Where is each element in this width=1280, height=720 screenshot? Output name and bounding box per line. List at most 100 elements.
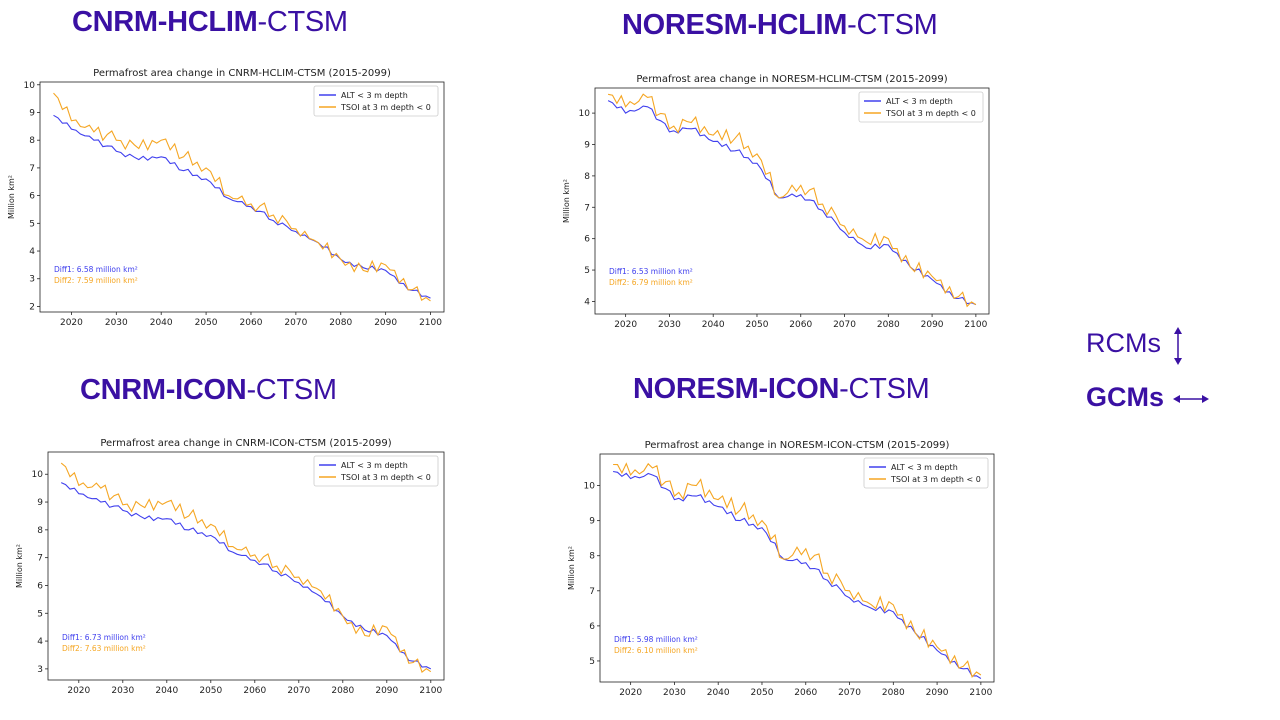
y-tick-label: 4	[584, 297, 590, 307]
diff-annotation: Diff2: 6.10 million km²	[614, 646, 698, 655]
plot-frame	[47, 451, 445, 681]
y-tick-label: 6	[29, 192, 35, 202]
x-tick-label: 2040	[707, 688, 730, 698]
y-tick-label: 6	[584, 235, 590, 245]
x-tick-label: 2090	[921, 320, 944, 330]
y-tick-label: 9	[584, 141, 590, 151]
x-tick-label: 2080	[882, 688, 905, 698]
diff-annotation: Diff2: 7.59 million km²	[54, 276, 138, 285]
x-tick-label: 2080	[329, 318, 352, 328]
chart-cnrm-hclim: Permafrost area change in CNRM-HCLIM-CTS…	[7, 68, 445, 328]
y-axis-label: Million km²	[567, 546, 576, 590]
y-tick-label: 8	[589, 552, 595, 562]
legend-entry: ALT < 3 m depth	[341, 461, 408, 470]
series-line-alt	[613, 470, 982, 679]
y-tick-label: 7	[589, 587, 595, 597]
y-axis-label: Million km²	[562, 179, 571, 223]
plot-frame	[594, 87, 990, 315]
y-tick-label: 9	[29, 108, 35, 118]
y-tick-label: 10	[32, 470, 44, 480]
x-tick-label: 2070	[284, 318, 307, 328]
x-tick-label: 2100	[969, 688, 992, 698]
y-tick-label: 2	[29, 302, 35, 312]
y-tick-label: 5	[37, 609, 43, 619]
x-tick-label: 2040	[155, 686, 178, 696]
x-tick-label: 2050	[751, 688, 774, 698]
y-tick-label: 8	[37, 526, 43, 536]
series-line-alt	[53, 114, 431, 299]
x-tick-label: 2030	[111, 686, 134, 696]
series-line-tsoi	[53, 92, 431, 302]
legend-box	[313, 455, 439, 487]
x-tick-label: 2100	[419, 686, 442, 696]
x-tick-label: 2030	[663, 688, 686, 698]
heading-bold: CNRM-HCLIM	[72, 6, 258, 38]
gcms-label-group: GCMs	[1086, 382, 1209, 413]
chart-title: Permafrost area change in CNRM-HCLIM-CTS…	[93, 68, 391, 79]
y-tick-label: 8	[29, 136, 35, 146]
x-tick-label: 2040	[702, 320, 725, 330]
y-axis-label: Million km²	[15, 544, 24, 588]
x-tick-label: 2050	[746, 320, 769, 330]
x-tick-label: 2100	[964, 320, 987, 330]
x-tick-label: 2020	[619, 688, 642, 698]
legend-entry: TSOI at 3 m depth < 0	[890, 475, 981, 484]
diff-annotation: Diff1: 6.73 million km²	[62, 633, 146, 642]
y-tick-label: 3	[29, 275, 35, 285]
heading-noresm-icon: NORESM-ICON-CTSM	[633, 373, 930, 406]
plot-frame	[39, 81, 445, 313]
horizontal-double-arrow-icon	[1173, 395, 1209, 403]
diff-annotation: Diff2: 6.79 million km²	[609, 278, 693, 287]
y-tick-label: 9	[589, 517, 595, 527]
x-tick-label: 2030	[105, 318, 128, 328]
legend-box	[858, 91, 984, 123]
x-tick-label: 2030	[658, 320, 681, 330]
chart-title: Permafrost area change in CNRM-ICON-CTSM…	[100, 438, 391, 449]
series-line-tsoi	[60, 462, 432, 674]
x-tick-label: 2090	[374, 318, 397, 328]
legend-box	[313, 85, 439, 117]
x-tick-label: 2080	[331, 686, 354, 696]
x-tick-label: 2060	[789, 320, 812, 330]
x-tick-label: 2070	[287, 686, 310, 696]
heading-bold: NORESM-ICON	[633, 373, 840, 405]
y-tick-label: 4	[29, 247, 35, 257]
y-tick-label: 7	[29, 164, 35, 174]
heading-noresm-hclim: NORESM-HCLIM-CTSM	[622, 9, 938, 42]
plot-frame	[599, 453, 995, 683]
y-tick-label: 5	[29, 219, 35, 229]
y-tick-label: 3	[37, 665, 43, 675]
x-tick-label: 2060	[794, 688, 817, 698]
legend-entry: TSOI at 3 m depth < 0	[340, 473, 431, 482]
chart-title: Permafrost area change in NORESM-HCLIM-C…	[636, 74, 947, 85]
x-tick-label: 2090	[926, 688, 949, 698]
series-line-alt	[60, 482, 432, 670]
y-tick-label: 10	[584, 482, 596, 492]
chart-noresm-hclim: Permafrost area change in NORESM-HCLIM-C…	[562, 74, 990, 330]
chart-title: Permafrost area change in NORESM-ICON-CT…	[645, 440, 950, 451]
x-tick-label: 2090	[375, 686, 398, 696]
heading-bold: NORESM-HCLIM	[622, 9, 848, 41]
legend-box	[863, 457, 989, 489]
x-tick-label: 2070	[833, 320, 856, 330]
diff-annotation: Diff1: 5.98 million km²	[614, 635, 698, 644]
y-tick-label: 8	[584, 172, 590, 182]
diff-annotation: Diff1: 6.53 million km²	[609, 267, 693, 276]
y-tick-label: 5	[589, 657, 595, 667]
x-tick-label: 2020	[614, 320, 637, 330]
y-tick-label: 6	[37, 581, 43, 591]
x-tick-label: 2050	[195, 318, 218, 328]
x-tick-label: 2020	[60, 318, 83, 328]
y-tick-label: 10	[24, 81, 36, 91]
x-tick-label: 2080	[877, 320, 900, 330]
heading-rest: -CTSM	[246, 374, 337, 406]
y-tick-label: 7	[584, 203, 590, 213]
x-tick-label: 2070	[838, 688, 861, 698]
series-line-tsoi	[607, 93, 977, 308]
heading-bold: CNRM-ICON	[80, 374, 247, 406]
legend-entry: TSOI at 3 m depth < 0	[340, 103, 431, 112]
series-line-tsoi	[613, 462, 982, 679]
x-tick-label: 2100	[419, 318, 442, 328]
diff-annotation: Diff1: 6.58 million km²	[54, 265, 138, 274]
chart-cnrm-icon: Permafrost area change in CNRM-ICON-CTSM…	[15, 438, 445, 696]
